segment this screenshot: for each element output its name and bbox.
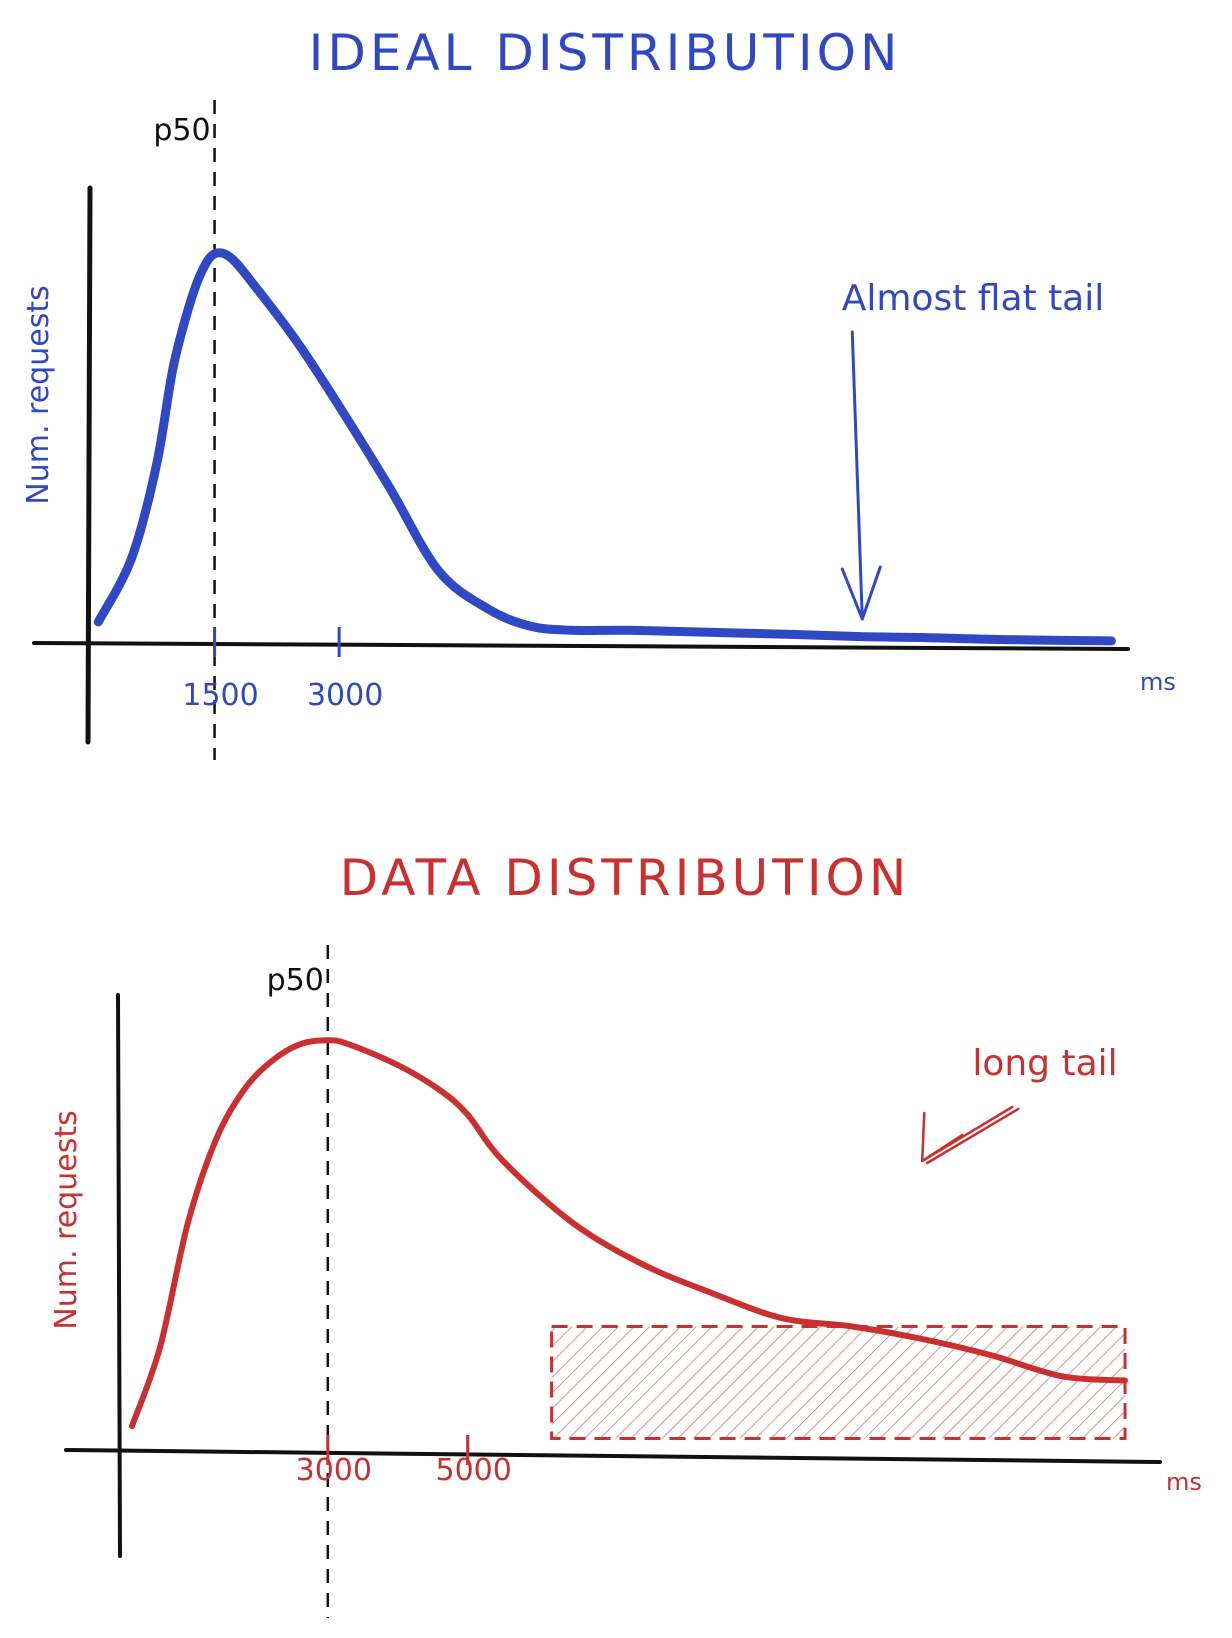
ideal-p50-label: p50	[153, 113, 210, 148]
data-x-tick-label: 3000	[296, 1453, 372, 1488]
data-long-tail-region	[550, 1325, 1127, 1441]
ideal-annotation-arrow	[840, 330, 882, 621]
ideal-x-axis	[32, 641, 1130, 651]
data-y-axis-label: Num. requests	[49, 1110, 84, 1329]
ideal-y-axis	[85, 185, 93, 745]
data-x-ticks: 3000 5000	[296, 1435, 512, 1488]
data-tail-annotation: long tail	[972, 1043, 1117, 1084]
ideal-y-axis-label: Num. requests	[21, 285, 56, 504]
data-x-axis	[64, 1448, 1162, 1464]
ideal-x-tick-label: 3000	[307, 678, 383, 713]
ideal-chart-title: IDEAL DISTRIBUTION	[309, 24, 902, 82]
data-annotation-arrow	[920, 1105, 1020, 1165]
data-chart-title: DATA DISTRIBUTION	[340, 849, 911, 907]
ideal-tail-annotation: Almost flat tail	[842, 278, 1105, 319]
ideal-series-line	[93, 248, 1116, 646]
data-x-axis-unit: ms	[1166, 1468, 1202, 1496]
data-x-tick-label: 5000	[435, 1453, 511, 1488]
ideal-x-ticks: 1500 3000	[182, 627, 383, 713]
data-distribution-chart: DATA DISTRIBUTION Num. requests ms p50 3…	[49, 849, 1202, 1618]
ideal-x-axis-unit: ms	[1140, 668, 1176, 696]
data-series-line	[129, 1037, 1128, 1430]
ideal-distribution-chart: IDEAL DISTRIBUTION Num. requests ms p50 …	[21, 24, 1176, 760]
data-y-axis	[116, 993, 122, 1558]
data-p50-label: p50	[267, 963, 324, 998]
ideal-x-tick-label: 1500	[182, 678, 258, 713]
